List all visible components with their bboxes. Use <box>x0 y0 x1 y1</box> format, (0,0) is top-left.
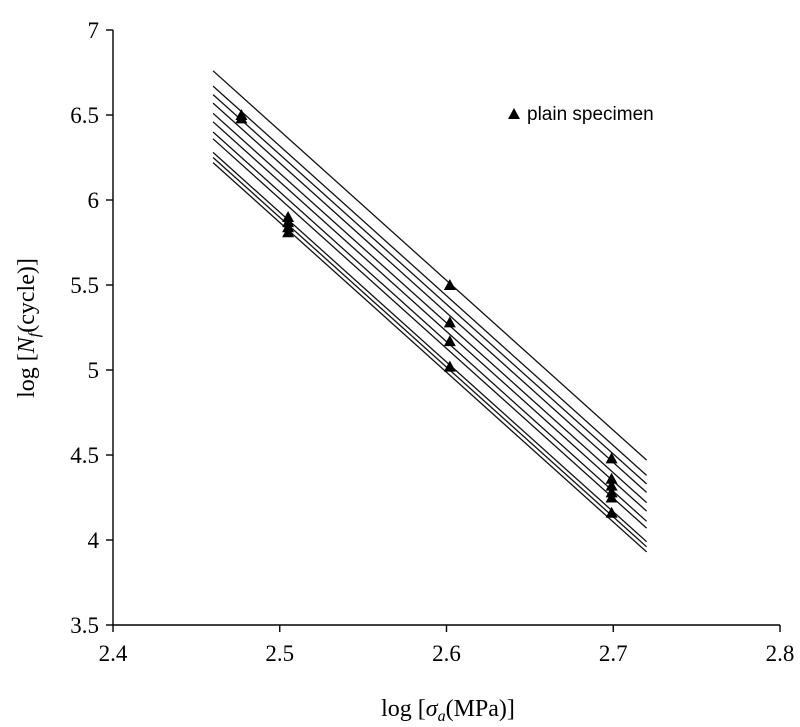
data-point <box>282 226 295 238</box>
fit-line <box>212 70 648 461</box>
x-axis-title-post: (MPa)] <box>446 696 515 722</box>
y-axis-title: log [Nf(cycle)] <box>14 258 43 398</box>
fit-line <box>212 138 648 529</box>
data-point <box>443 360 456 372</box>
y-axis-title-symbol: N <box>14 335 40 354</box>
data-point <box>605 452 618 464</box>
data-point <box>605 506 618 518</box>
fit-line <box>212 121 648 512</box>
fit-lines <box>212 70 648 553</box>
fit-line <box>212 162 648 553</box>
fit-line <box>212 102 648 493</box>
legend-label: plain specimen <box>527 104 654 125</box>
fit-line <box>212 112 648 504</box>
y-tick-label: 6.5 <box>70 103 99 128</box>
x-axis-title-subscript: a <box>438 708 446 725</box>
x-tick-label: 2.5 <box>265 641 294 666</box>
y-tick-label: 4.5 <box>70 443 99 468</box>
y-tick-label: 3.5 <box>70 613 99 638</box>
data-points <box>235 109 618 518</box>
data-point <box>443 279 456 290</box>
legend-marker <box>508 108 520 119</box>
y-tick-label: 4 <box>88 528 100 553</box>
data-point <box>605 491 618 503</box>
x-ticks: 2.4 2.5 2.6 2.7 2.8 <box>99 625 795 666</box>
x-axis-title-symbol: σ <box>426 696 439 722</box>
data-point <box>605 479 618 491</box>
y-tick-label: 7 <box>88 18 100 43</box>
legend: plain specimen <box>508 104 654 125</box>
fit-line <box>212 131 648 522</box>
fit-line <box>212 85 648 476</box>
fit-line <box>212 157 648 548</box>
data-point <box>443 316 456 328</box>
y-axis-title-subscript: f <box>26 330 43 337</box>
y-axis-title-pre: log [ <box>14 353 40 398</box>
fit-line <box>212 94 648 485</box>
data-point <box>443 335 456 347</box>
y-tick-label: 5.5 <box>70 273 99 298</box>
x-tick-label: 2.7 <box>599 641 628 666</box>
x-axis-title-pre: log [ <box>381 696 426 722</box>
y-tick-label: 5 <box>88 358 100 383</box>
fit-line <box>212 151 648 543</box>
data-point <box>605 472 618 484</box>
x-tick-label: 2.4 <box>99 641 128 666</box>
data-point <box>235 112 248 124</box>
y-axis-title-post: (cycle)] <box>14 258 40 333</box>
x-axis-title: log [σa(MPa)] <box>381 696 515 725</box>
y-ticks: 3.5 4 4.5 5 5.5 6 6.5 7 <box>70 18 113 638</box>
y-tick-label: 6 <box>88 188 100 213</box>
x-tick-label: 2.6 <box>432 641 461 666</box>
x-tick-label: 2.8 <box>766 641 795 666</box>
